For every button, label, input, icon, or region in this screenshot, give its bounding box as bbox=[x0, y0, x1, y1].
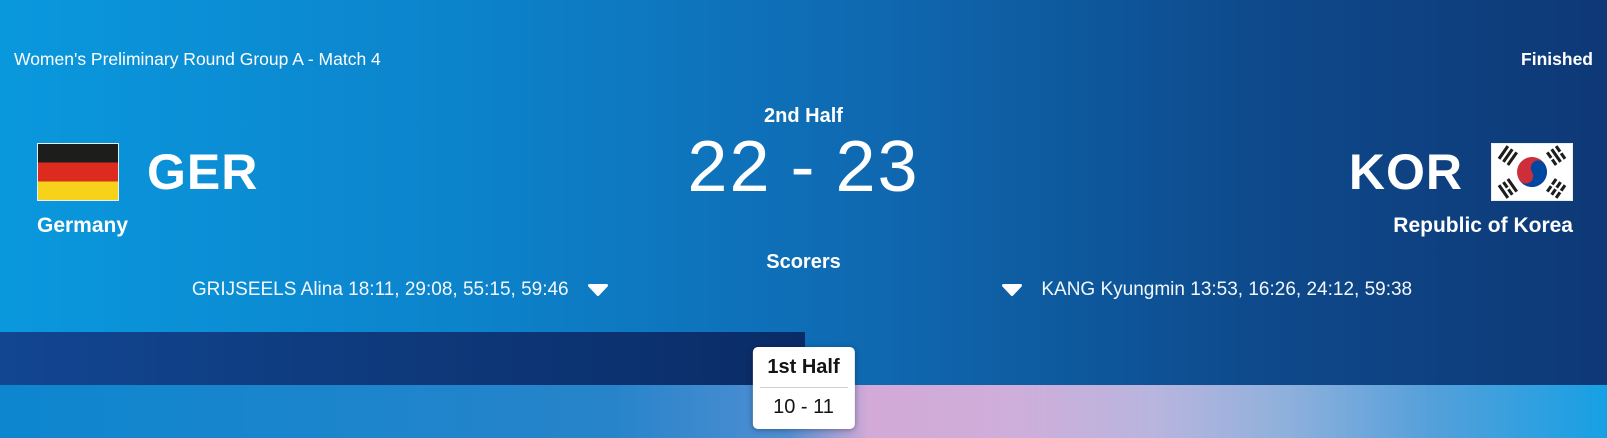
away-scorers-row: KANG Kyungmin 13:53, 16:26, 24:12, 59:38 bbox=[804, 279, 1607, 301]
match-status: Finished bbox=[1521, 49, 1593, 69]
tooltip-divider bbox=[759, 387, 848, 388]
timeline-tooltip: 1st Half 10 - 11 bbox=[752, 347, 855, 429]
tooltip-period-label: 1st Half bbox=[767, 356, 840, 378]
expand-home-scorers-button[interactable] bbox=[584, 281, 612, 299]
home-scorers-text: GRIJSEELS Alina 18:11, 29:08, 55:15, 59:… bbox=[191, 279, 569, 300]
away-scorers-text: KANG Kyungmin 13:53, 16:26, 24:12, 59:38 bbox=[1041, 279, 1413, 300]
team-home-name: Germany bbox=[37, 214, 129, 237]
scoreboard-panel bbox=[0, 0, 1607, 385]
away-score: 23 bbox=[835, 127, 920, 207]
scorers-label: Scorers bbox=[766, 251, 841, 273]
chevron-down-icon bbox=[586, 284, 610, 300]
home-scorers-row: GRIJSEELS Alina 18:11, 29:08, 55:15, 59:… bbox=[0, 279, 804, 301]
competition-title: Women's Preliminary Round Group A - Matc… bbox=[14, 49, 381, 69]
score-separator: - bbox=[790, 127, 817, 207]
home-score: 22 bbox=[687, 127, 772, 207]
team-home: GER Germany bbox=[37, 143, 258, 238]
germany-flag bbox=[37, 143, 119, 201]
team-away-code: KOR bbox=[1348, 144, 1463, 200]
tooltip-score: 10 - 11 bbox=[773, 396, 834, 418]
team-away: KOR bbox=[1349, 143, 1573, 238]
score: 22 - 23 bbox=[0, 131, 1607, 203]
expand-away-scorers-button[interactable] bbox=[998, 281, 1026, 299]
team-away-name: Republic of Korea bbox=[1393, 214, 1573, 237]
period-label: 2nd Half bbox=[764, 105, 843, 127]
south-korea-flag bbox=[1491, 143, 1573, 201]
timeline-first-half-segment[interactable] bbox=[0, 332, 806, 385]
team-home-code: GER bbox=[147, 144, 259, 200]
chevron-down-icon bbox=[1000, 284, 1024, 300]
